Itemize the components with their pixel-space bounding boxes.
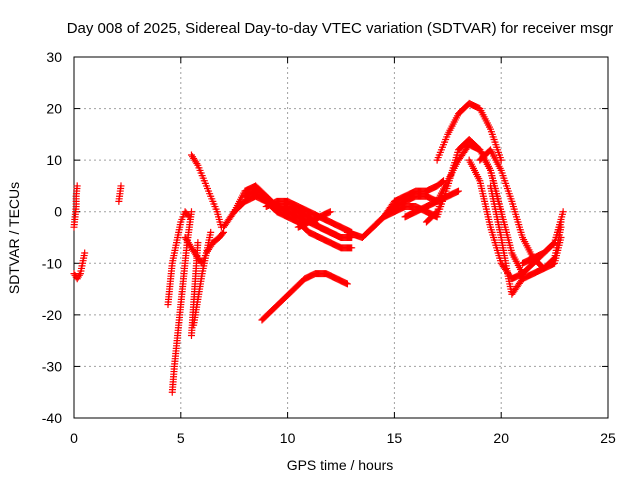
series-s4 (164, 208, 193, 309)
y-tick-label: 30 (46, 49, 62, 65)
y-tick-label: -40 (42, 410, 62, 426)
x-tick-label: 0 (70, 430, 78, 446)
x-tick-label: 5 (177, 430, 185, 446)
data-point (73, 182, 81, 190)
data-point (550, 240, 558, 248)
y-tick-label: -30 (42, 358, 62, 374)
x-tick-label: 20 (493, 430, 509, 446)
series-s1 (70, 182, 81, 231)
x-tick-label: 25 (600, 430, 616, 446)
series-s21 (433, 99, 505, 164)
x-axis-label: GPS time / hours (287, 457, 394, 473)
data-point (75, 271, 83, 279)
series-s17 (369, 141, 527, 278)
y-tick-label: 20 (46, 101, 62, 117)
chart-title: Day 008 of 2025, Sidereal Day-to-day VTE… (67, 20, 614, 37)
data-point (207, 228, 215, 236)
data-point (559, 208, 567, 216)
data-point (550, 255, 558, 263)
y-tick-label: 0 (54, 204, 62, 220)
data-point (337, 234, 345, 241)
series-s24 (465, 156, 567, 283)
series-s13 (262, 197, 356, 236)
y-tick-label: -10 (42, 255, 62, 271)
x-tick-labels: 0 5 10 15 20 25 (70, 430, 616, 446)
data-point (117, 182, 125, 190)
data-point (81, 249, 89, 257)
data-point (193, 160, 201, 168)
series-s8 (181, 228, 228, 267)
data-point (557, 218, 565, 226)
data-point (348, 244, 356, 252)
data-points (70, 99, 567, 396)
data-point (432, 209, 440, 217)
series-s3 (115, 182, 125, 205)
y-axis-label: SDTVAR / TECUs (6, 182, 22, 294)
data-point (194, 239, 202, 247)
series-s5 (168, 208, 195, 396)
series-s7 (190, 228, 215, 329)
series-s15 (258, 270, 351, 324)
series-s14 (294, 208, 334, 231)
x-tick-label: 10 (280, 430, 296, 446)
data-point (440, 177, 448, 185)
plot-frame (73, 56, 609, 419)
series-s2 (70, 249, 89, 283)
data-point (437, 197, 445, 205)
series-s20 (422, 197, 445, 226)
y-tick-label: -20 (42, 307, 62, 323)
data-point (438, 178, 446, 186)
series-s25 (519, 218, 565, 267)
data-point (326, 208, 334, 216)
series-s19 (401, 187, 462, 221)
data-point (454, 187, 462, 195)
grid (74, 57, 608, 418)
series-s18 (380, 177, 448, 221)
data-point (343, 280, 351, 288)
series-s9 (187, 151, 225, 231)
data-point (187, 208, 195, 216)
x-tick-label: 15 (387, 430, 403, 446)
data-point (218, 230, 226, 238)
y-tick-labels: -40 -30 -20 -10 0 10 20 30 (42, 49, 62, 426)
series-s23 (487, 182, 565, 298)
axis-ticks (73, 56, 609, 419)
y-tick-label: 10 (46, 152, 62, 168)
